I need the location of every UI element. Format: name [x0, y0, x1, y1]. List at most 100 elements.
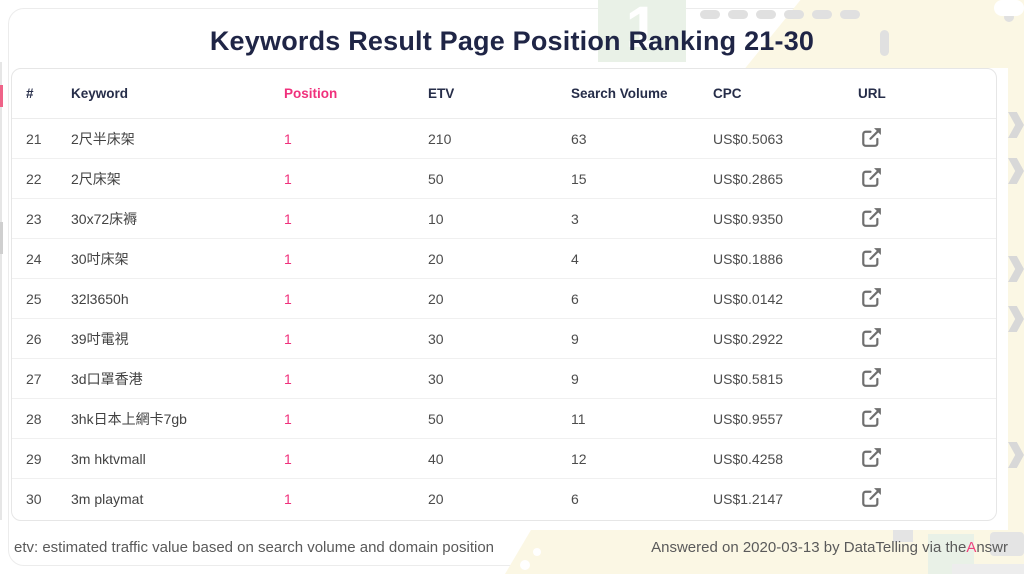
cell-rank: 22: [26, 170, 42, 187]
cell-cpc: US$0.4258: [713, 450, 784, 467]
table-row: 21 2尺半床架 1 210 63 US$0.5063: [12, 119, 996, 159]
cell-position: 1: [284, 290, 292, 307]
cell-search-volume: 6: [571, 490, 579, 507]
cell-search-volume: 9: [571, 370, 579, 387]
cell-etv: 40: [428, 450, 444, 467]
external-link-icon: [862, 488, 881, 507]
cell-position: 1: [284, 490, 292, 507]
cell-url: [858, 204, 996, 233]
external-link-button[interactable]: [858, 284, 885, 311]
map-chevron-icon: [1008, 158, 1024, 184]
cell-url: [858, 364, 996, 393]
table-row: 27 3d口罩香港 1 30 9 US$0.5815: [12, 359, 996, 399]
external-link-icon: [862, 208, 881, 227]
column-header-url: URL: [858, 86, 886, 101]
cell-rank: 27: [26, 370, 42, 387]
table-row: 28 3hk日本上網卡7gb 1 50 11 US$0.9557: [12, 399, 996, 439]
table-header-row: # Keyword Position ETV Search Volume CPC…: [12, 69, 996, 119]
cell-cpc: US$0.2922: [713, 330, 784, 347]
external-link-icon: [862, 368, 881, 387]
map-dot: [1004, 12, 1014, 22]
external-link-button[interactable]: [858, 244, 885, 271]
cell-url: [858, 404, 996, 433]
table-row: 29 3m hktvmall 1 40 12 US$0.4258: [12, 439, 996, 479]
cell-keyword: 32l3650h: [71, 290, 129, 307]
cell-search-volume: 3: [571, 210, 579, 227]
map-road-dash: [700, 10, 720, 19]
table-row: 25 32l3650h 1 20 6 US$0.0142: [12, 279, 996, 319]
external-link-button[interactable]: [858, 124, 885, 151]
column-header-etv: ETV: [428, 86, 455, 101]
external-link-button[interactable]: [858, 364, 885, 391]
cell-keyword: 2尺半床架: [71, 130, 135, 147]
map-edge-gray: [0, 222, 3, 254]
map-white-corner: [994, 0, 1024, 16]
cell-search-volume: 6: [571, 290, 579, 307]
cell-position: 1: [284, 170, 292, 187]
cell-search-volume: 15: [571, 170, 587, 187]
map-edge-line: [0, 62, 2, 520]
column-header-search-volume: Search Volume: [571, 86, 668, 101]
map-road-dash: [756, 10, 776, 19]
cell-url: [858, 444, 996, 473]
map-chevron-icon: [1008, 256, 1024, 282]
external-link-button[interactable]: [858, 444, 885, 471]
external-link-button[interactable]: [858, 484, 885, 511]
external-link-button[interactable]: [858, 164, 885, 191]
column-header-keyword: Keyword: [71, 86, 129, 101]
cell-position: 1: [284, 450, 292, 467]
cell-url: [858, 484, 996, 513]
map-block-gray: [952, 564, 1024, 574]
cell-cpc: US$0.0142: [713, 290, 784, 307]
cell-keyword: 39吋電視: [71, 330, 129, 347]
cell-cpc: US$0.1886: [713, 250, 784, 267]
external-link-button[interactable]: [858, 204, 885, 231]
cell-etv: 20: [428, 490, 444, 507]
cell-cpc: US$0.5815: [713, 370, 784, 387]
cell-position: 1: [284, 250, 292, 267]
map-edge-pink: [0, 85, 3, 107]
cell-cpc: US$1.2147: [713, 490, 784, 507]
cell-keyword: 2尺床架: [71, 170, 121, 187]
cell-url: [858, 284, 996, 313]
cell-position: 1: [284, 330, 292, 347]
page-title: Keywords Result Page Position Ranking 21…: [209, 26, 815, 56]
map-dot: [533, 548, 541, 556]
cell-position: 1: [284, 210, 292, 227]
cell-search-volume: 12: [571, 450, 587, 467]
external-link-icon: [862, 248, 881, 267]
map-chevron-icon: [1008, 442, 1024, 468]
map-dot: [508, 549, 516, 557]
cell-keyword: 3hk日本上網卡7gb: [71, 410, 187, 427]
cell-etv: 30: [428, 330, 444, 347]
table-row: 26 39吋電視 1 30 9 US$0.2922: [12, 319, 996, 359]
map-road-dash: [784, 10, 804, 19]
external-link-button[interactable]: [858, 404, 885, 431]
cell-url: [858, 244, 996, 273]
map-road-dash: [728, 10, 748, 19]
cell-position: 1: [284, 130, 292, 147]
map-dot: [520, 560, 530, 570]
map-road-dash: [840, 10, 860, 19]
external-link-icon: [862, 168, 881, 187]
cell-rank: 28: [26, 410, 42, 427]
cell-rank: 24: [26, 250, 42, 267]
etv-note: etv: estimated traffic value based on se…: [14, 539, 494, 556]
cell-keyword: 30吋床架: [71, 250, 129, 267]
cell-url: [858, 164, 996, 193]
cell-etv: 20: [428, 250, 444, 267]
cell-cpc: US$0.9350: [713, 210, 784, 227]
external-link-button[interactable]: [858, 324, 885, 351]
cell-cpc: US$0.2865: [713, 170, 784, 187]
table-row: 23 30x72床褥 1 10 3 US$0.9350: [12, 199, 996, 239]
column-header-position: Position: [284, 86, 338, 101]
map-chevron-icon: [1008, 112, 1024, 138]
external-link-icon: [862, 328, 881, 347]
external-link-icon: [862, 288, 881, 307]
cell-etv: 30: [428, 370, 444, 387]
external-link-icon: [862, 128, 881, 147]
cell-rank: 26: [26, 330, 42, 347]
cell-rank: 21: [26, 130, 42, 147]
cell-keyword: 3d口罩香港: [71, 370, 143, 387]
